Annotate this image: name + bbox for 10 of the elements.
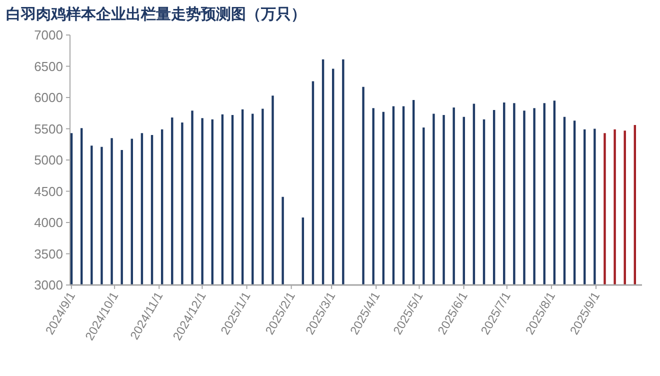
- y-tick-label: 5500: [34, 121, 63, 136]
- y-tick-label: 5000: [34, 152, 63, 168]
- y-tick-label: 7000: [34, 28, 63, 42]
- y-tick-label: 3000: [34, 278, 63, 292]
- y-tick-label: 4500: [34, 184, 63, 199]
- y-tick-label: 4000: [34, 215, 63, 230]
- y-tick-label: 6000: [34, 90, 63, 105]
- y-tick-label: 3500: [34, 246, 63, 262]
- chart-title: 白羽肉鸡样本企业出栏量走势预测图（万只）: [6, 5, 306, 23]
- y-tick-label: 6500: [34, 58, 63, 74]
